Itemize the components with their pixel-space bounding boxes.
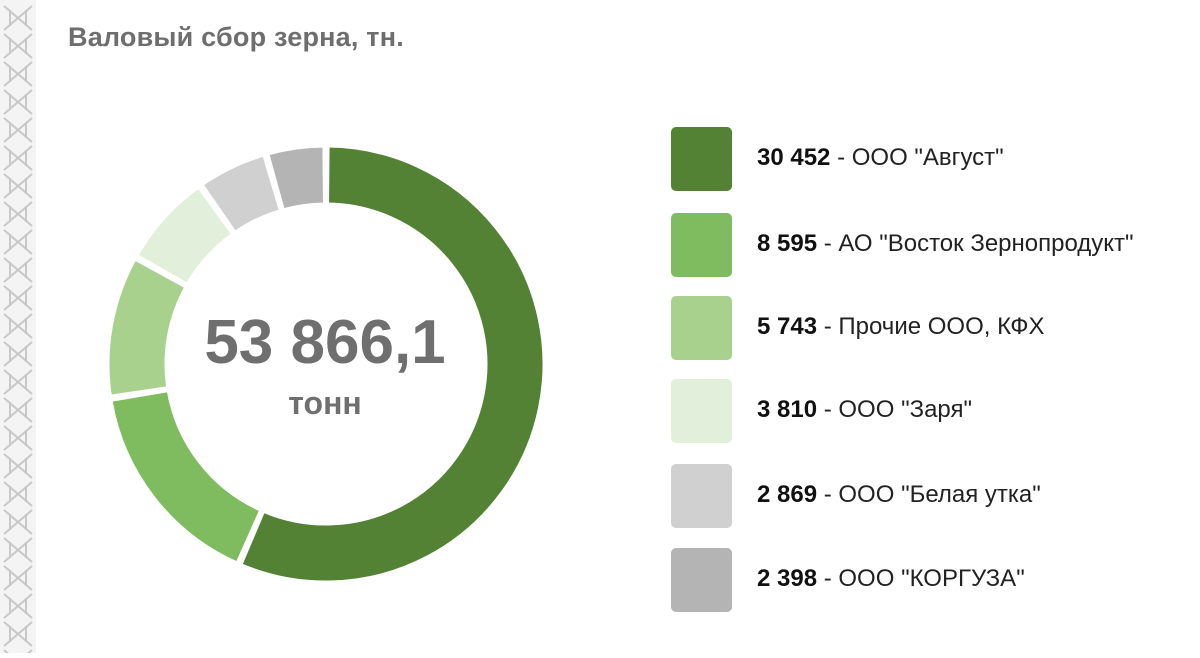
ornament-motif: [3, 509, 33, 535]
legend-swatch: [671, 127, 732, 191]
ornament-motif: [3, 537, 33, 563]
legend-value: 5 743: [757, 313, 818, 340]
ornament-motif: [3, 453, 33, 479]
legend-label: - АО "Восток Зернопродукт": [817, 230, 1134, 257]
ornament-motif: [3, 257, 33, 283]
total-unit: тонн: [288, 385, 362, 421]
donut-slice: [106, 256, 188, 398]
legend-text: 5 743 - Прочие ООО, КФХ: [757, 313, 1045, 341]
ornament-motif: [3, 145, 33, 171]
decorative-border: [0, 0, 36, 653]
legend-swatch: [671, 464, 732, 528]
legend-value: 8 595: [757, 230, 818, 257]
legend-text: 30 452 - ООО "Август": [757, 144, 1004, 172]
legend-item: 30 452 - ООО "Август": [671, 127, 1191, 191]
legend-value: 2 869: [757, 481, 818, 508]
donut-slice: [134, 184, 235, 287]
ornament-motif: [3, 565, 33, 591]
ornament-motif: [3, 397, 33, 423]
ornament-motif: [3, 89, 33, 115]
ornament-motif: [3, 369, 33, 395]
legend-swatch: [671, 296, 732, 360]
ornament-motif: [3, 621, 33, 647]
donut-slice: [265, 144, 326, 212]
legend-item: 5 743 - Прочие ООО, КФХ: [671, 296, 1191, 360]
ornament-motif: [3, 201, 33, 227]
legend-text: 8 595 - АО "Восток Зернопродукт": [757, 230, 1134, 258]
ornament-motif: [3, 481, 33, 507]
ornament-motif: [3, 593, 33, 619]
chart-title: Валовый сбор зерна, тн.: [68, 22, 404, 52]
ornament-motif: [3, 313, 33, 339]
legend-item: 2 869 - ООО "Белая утка": [671, 464, 1191, 528]
ornament-motif: [3, 173, 33, 199]
ornament-motif: [3, 229, 33, 255]
ornament-motif: [3, 341, 33, 367]
legend-item: 8 595 - АО "Восток Зернопродукт": [671, 213, 1191, 277]
legend-value: 3 810: [757, 396, 818, 423]
ornament-motif: [3, 61, 33, 87]
donut-slice: [199, 153, 283, 235]
ornament-motif: [3, 33, 33, 59]
legend-label: - ООО "Август": [830, 144, 1004, 171]
ornament-pattern: [3, 5, 33, 653]
ornament-motif: [3, 117, 33, 143]
legend-item: 3 810 - ООО "Заря": [671, 379, 1191, 443]
ornament-motif: [3, 5, 33, 31]
legend-label: - ООО "Заря": [817, 396, 973, 423]
legend-swatch: [671, 548, 732, 612]
legend-swatch: [671, 213, 732, 277]
donut-slice: [238, 144, 546, 584]
ornament-motif: [3, 425, 33, 451]
legend-value: 30 452: [757, 144, 831, 171]
legend-label: - ООО "КОРГУЗА": [817, 565, 1025, 592]
legend-swatch: [671, 379, 732, 443]
legend-label: - Прочие ООО, КФХ: [817, 313, 1045, 340]
total-value: 53 866,1: [204, 308, 446, 377]
ornament-motif: [3, 285, 33, 311]
legend-value: 2 398: [757, 565, 818, 592]
legend-text: 3 810 - ООО "Заря": [757, 396, 972, 424]
donut-slice: [109, 388, 263, 566]
legend-text: 2 398 - ООО "КОРГУЗА": [757, 565, 1025, 593]
legend-label: - ООО "Белая утка": [817, 481, 1041, 508]
legend-item: 2 398 - ООО "КОРГУЗА": [671, 548, 1191, 612]
legend-text: 2 869 - ООО "Белая утка": [757, 481, 1041, 509]
